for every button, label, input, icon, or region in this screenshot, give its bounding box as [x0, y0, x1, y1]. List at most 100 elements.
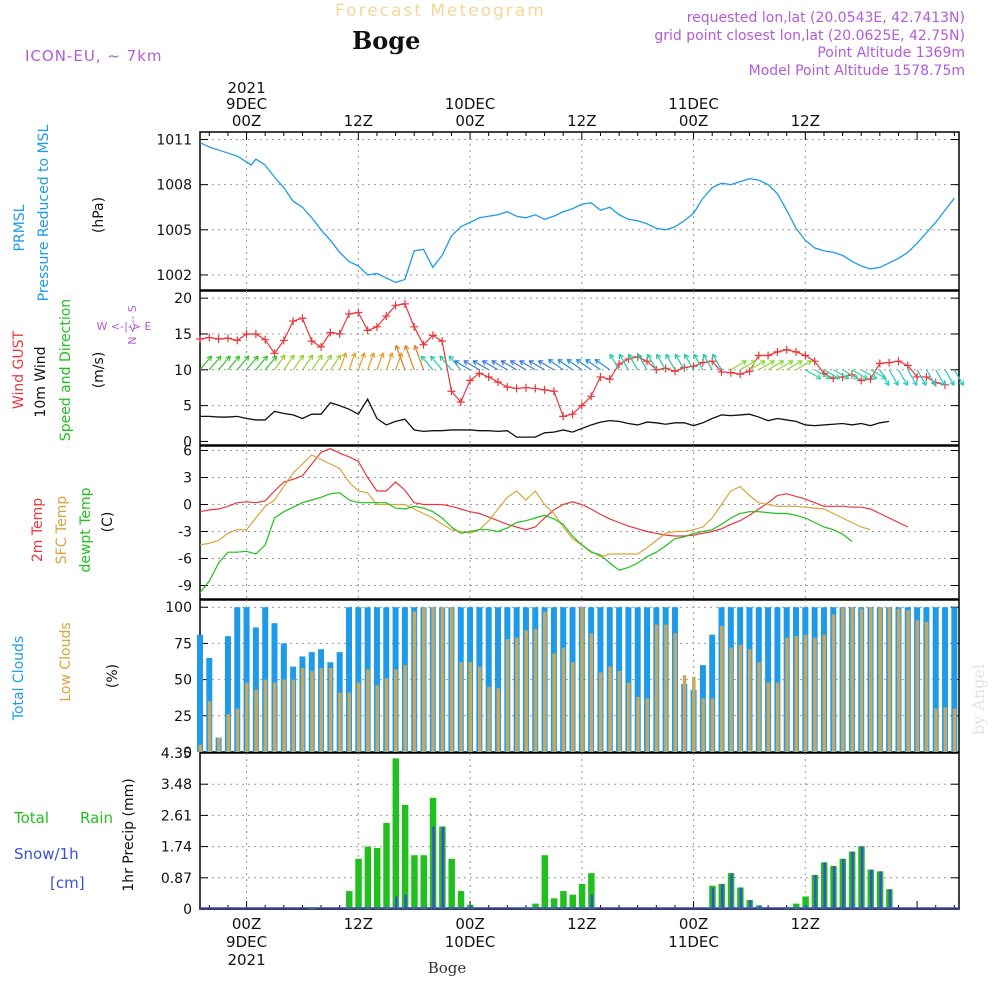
low-cloud-bar [924, 621, 929, 752]
y-tick-label: 1008 [156, 178, 192, 194]
label-pressure-msl: Pressure Reduced to MSL [36, 124, 52, 301]
low-cloud-bar [431, 607, 435, 752]
wind-arrow-head [930, 380, 937, 386]
location-title: Boge [352, 26, 420, 55]
rain-bar [541, 855, 549, 909]
gust-marker [745, 367, 754, 376]
gust-marker [559, 412, 568, 421]
y-tick-label: 0 [183, 745, 192, 761]
y-tick-label: 0 [183, 902, 192, 918]
gust-marker [494, 377, 503, 386]
gust-marker [214, 334, 223, 343]
gust-marker [503, 382, 512, 391]
gust-marker [773, 347, 782, 356]
wind-arrow [414, 345, 425, 370]
rain-bar [420, 855, 428, 909]
total-cloud-bar [709, 634, 716, 752]
y-tick-label: 1002 [156, 268, 192, 284]
wind-arrow [376, 352, 384, 370]
low-cloud-bar [561, 647, 566, 752]
wind-arrow-head [940, 380, 946, 386]
dewpt-line [199, 492, 853, 594]
wind-arrow-head [843, 374, 850, 380]
low-cloud-bar [477, 666, 482, 752]
wind-arrow-head [825, 374, 831, 380]
total-cloud-bar [625, 607, 632, 752]
pressure-line [199, 141, 955, 284]
label-ms: (m/s) [91, 352, 107, 389]
low-cloud-bar [831, 614, 836, 752]
gust-marker [857, 376, 866, 385]
gust-marker [466, 376, 475, 385]
y-axis-ticks: 100210051008101105101520-9-6-30360255075… [156, 133, 959, 918]
wind-arrow-head [253, 355, 259, 362]
low-cloud-bar [887, 607, 892, 752]
total-cloud-bar [932, 607, 939, 752]
wind-arrow [430, 355, 443, 371]
gust-marker [382, 312, 391, 321]
gust-marker [540, 385, 549, 394]
low-cloud-bar [328, 668, 333, 752]
wind-arrow [953, 369, 964, 386]
wind-arrow [463, 360, 480, 371]
wind-arrow [594, 358, 611, 371]
wind-arrow-head [429, 355, 436, 362]
gust-marker [764, 351, 773, 360]
wind-arrow [888, 369, 899, 386]
low-cloud-bar [310, 670, 314, 752]
total-cloud-bar [234, 607, 241, 752]
label-c: (C) [100, 512, 116, 533]
total-cloud-bar [485, 607, 492, 752]
wind-arrow [420, 355, 434, 371]
label-hpa: (hPa) [91, 197, 107, 233]
low-cloud-bar [850, 607, 854, 752]
y-tick-label: 25 [174, 709, 192, 725]
wind-arrow-head [769, 360, 775, 366]
wind-arrow-head [298, 354, 305, 361]
rain-bar [392, 758, 400, 909]
low-cloud-bar [207, 701, 212, 752]
wind-arrow-head [500, 360, 507, 366]
wind-arrow-head [528, 360, 535, 366]
wind-arrow-head [902, 380, 909, 386]
y-tick-label: 3.48 [161, 777, 192, 793]
wind-arrow-head [394, 344, 401, 351]
low-cloud-bar [608, 666, 612, 752]
low-cloud-bar [440, 607, 445, 752]
low-cloud-bar [524, 630, 528, 752]
gust-marker [400, 299, 409, 308]
wind-arrow-head [403, 344, 410, 351]
wind-arrow [832, 369, 850, 380]
gust-marker [317, 342, 326, 351]
low-cloud-bar [841, 607, 845, 752]
wind-arrow-head [481, 360, 488, 366]
wind-arrow-head [787, 360, 794, 366]
low-cloud-bar [449, 607, 454, 752]
gust-marker [670, 367, 679, 376]
wind-arrow [805, 369, 822, 380]
snow-bar [758, 905, 761, 909]
wind-arrow [199, 355, 213, 371]
wind-arrow-head [453, 360, 460, 366]
gust-marker [652, 365, 661, 374]
wind-arrow-head [656, 353, 662, 360]
gust-marker [736, 370, 745, 379]
wind-arrow [311, 354, 323, 371]
wind-arrow-head [834, 374, 841, 380]
wind-arrow-head [637, 353, 643, 360]
wind-arrow [879, 369, 890, 386]
wind-arrows [199, 344, 964, 386]
wind-arrow [730, 360, 747, 371]
low-cloud-bar [617, 670, 622, 752]
wind-arrow-head [815, 374, 822, 380]
gust-marker [922, 372, 931, 381]
wind-arrow [842, 369, 859, 380]
wind-arrow [777, 360, 794, 371]
panel-frame [199, 290, 960, 446]
wind-arrow-head [335, 354, 342, 361]
wind-arrow-head [509, 360, 516, 366]
wind-arrow [944, 369, 955, 386]
hour-label: 00Z [232, 112, 261, 130]
gust-marker [447, 387, 456, 396]
